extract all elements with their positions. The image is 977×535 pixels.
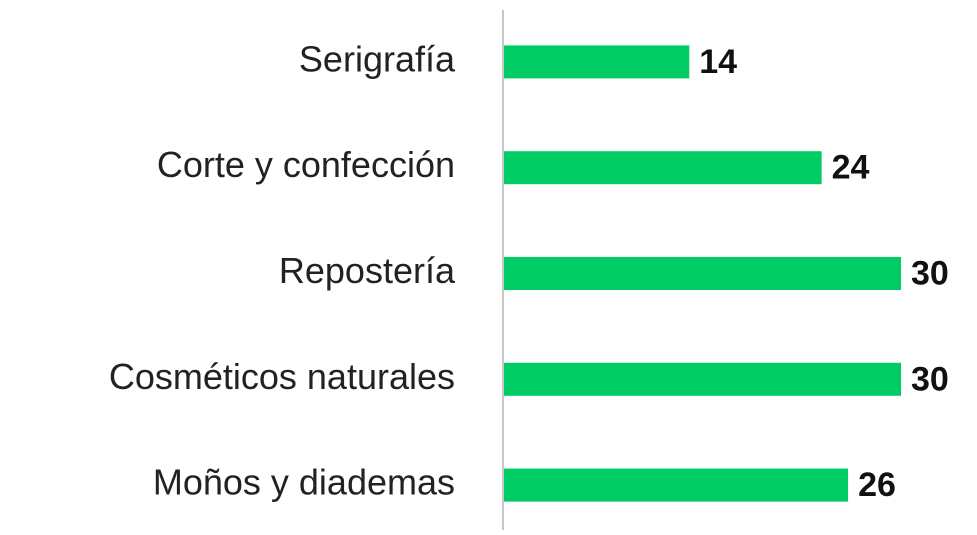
- bar: [504, 468, 849, 502]
- category-label: Repostería: [279, 250, 456, 291]
- category-label: Moños y diademas: [153, 462, 455, 503]
- value-label: 30: [911, 360, 949, 398]
- bar: [504, 362, 901, 396]
- category-label: Serigrafía: [299, 38, 456, 79]
- value-label: 26: [858, 466, 896, 504]
- bar: [504, 45, 690, 79]
- value-label: 24: [832, 149, 870, 187]
- bar: [504, 151, 822, 185]
- category-label: Cosméticos naturales: [109, 356, 455, 397]
- category-label: Corte y confección: [157, 144, 455, 185]
- value-label: 30: [911, 254, 949, 292]
- bar: [504, 257, 901, 290]
- value-label: 14: [699, 43, 737, 81]
